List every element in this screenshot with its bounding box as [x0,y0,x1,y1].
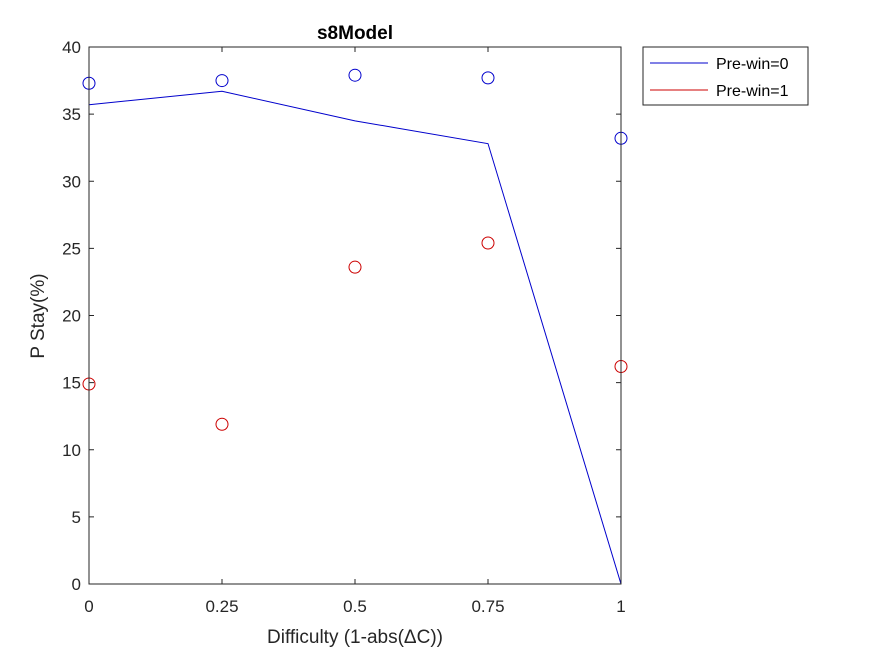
plot-background [89,47,621,584]
data-point-pre-win-0 [348,68,362,82]
y-tick-label: 40 [62,38,81,57]
legend: Pre-win=0 Pre-win=1 [642,46,809,106]
legend-box [642,46,809,106]
series-line-pre-win-0 [88,90,622,585]
x-tick-label: 0.75 [471,597,504,616]
y-tick-label: 35 [62,105,81,124]
chart-title: s8Model [317,23,393,44]
data-point-pre-win-1 [215,417,229,431]
x-axis-label: Difficulty (1-abs(ΔC)) [267,627,443,648]
data-point-pre-win-0 [215,74,229,88]
data-point-pre-win-0 [481,71,495,85]
data-point-pre-win-1 [481,236,495,250]
x-tick-label: 0.5 [343,597,367,616]
y-tick-label: 20 [62,307,81,326]
x-tick-label: 0.25 [205,597,238,616]
data-point-pre-win-1 [348,260,362,274]
y-axis-label: P Stay(%) [28,273,49,358]
y-tick-label: 5 [72,508,81,527]
y-tick-label: 0 [72,575,81,594]
y-tick-label: 15 [62,374,81,393]
legend-label-pre-win-1: Pre-win=1 [716,83,789,100]
x-tick-label: 0 [84,597,93,616]
x-tick-label: 1 [616,597,625,616]
y-tick-label: 25 [62,239,81,258]
y-tick-label: 30 [62,172,81,191]
legend-label-pre-win-0: Pre-win=0 [716,56,789,73]
y-tick-label: 10 [62,441,81,460]
